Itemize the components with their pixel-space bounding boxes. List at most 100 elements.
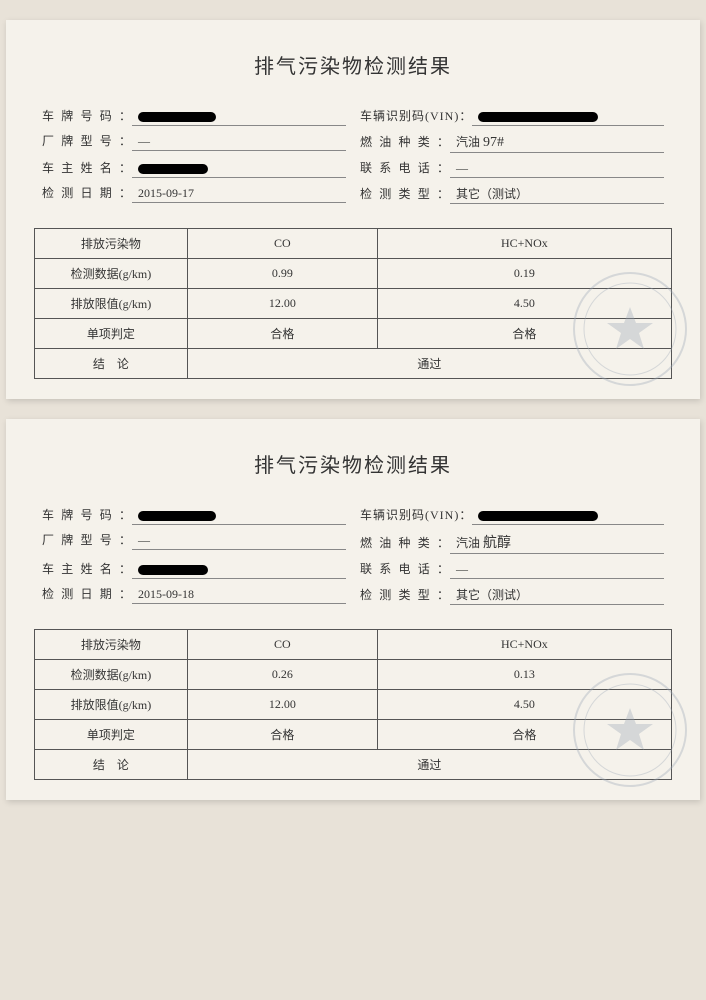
header-co: CO xyxy=(187,630,377,660)
table-header-row: 排放污染物 CO HC+NOx xyxy=(35,229,672,259)
field-phone: 联系电话 — xyxy=(360,159,664,178)
redacted-bar xyxy=(138,511,216,521)
limit-label: 排放限值(g/km) xyxy=(35,690,188,720)
date-label: 检测日期 xyxy=(42,585,132,602)
vin-value xyxy=(472,108,664,126)
phone-label: 联系电话 xyxy=(360,560,450,577)
table-row: 单项判定 合格 合格 xyxy=(35,319,672,349)
redacted-bar xyxy=(478,112,598,122)
header-pollutant: 排放污染物 xyxy=(35,630,188,660)
limit-hcnox: 4.50 xyxy=(377,289,671,319)
field-date: 检测日期 2015-09-17 xyxy=(42,184,346,204)
info-grid: 车牌号码 车辆识别码(VIN) 厂牌型号 — 燃油种类 汽油 航醇 车主姓名 联… xyxy=(34,506,672,605)
single-hcnox: 合格 xyxy=(377,319,671,349)
single-label: 单项判定 xyxy=(35,319,188,349)
conclusion-label: 结 论 xyxy=(35,349,188,379)
table-row: 检测数据(g/km) 0.99 0.19 xyxy=(35,259,672,289)
report-page-2: 排气污染物检测结果 车牌号码 车辆识别码(VIN) 厂牌型号 — 燃油种类 汽油… xyxy=(6,419,700,800)
data-co: 0.26 xyxy=(187,660,377,690)
conclusion-label: 结 论 xyxy=(35,750,188,780)
field-vin: 车辆识别码(VIN) xyxy=(360,107,664,126)
table-row: 单项判定 合格 合格 xyxy=(35,720,672,750)
limit-co: 12.00 xyxy=(187,690,377,720)
field-phone: 联系电话 — xyxy=(360,560,664,579)
owner-label: 车主姓名 xyxy=(42,159,132,176)
owner-value xyxy=(132,561,346,579)
header-co: CO xyxy=(187,229,377,259)
field-plate: 车牌号码 xyxy=(42,107,346,126)
field-vin: 车辆识别码(VIN) xyxy=(360,506,664,525)
redacted-bar xyxy=(478,511,598,521)
info-grid: 车牌号码 车辆识别码(VIN) 厂牌型号 — 燃油种类 汽油 97# 车主姓名 … xyxy=(34,107,672,204)
field-type: 检测类型 其它（测试） xyxy=(360,585,664,605)
single-label: 单项判定 xyxy=(35,720,188,750)
single-hcnox: 合格 xyxy=(377,720,671,750)
date-value: 2015-09-17 xyxy=(132,185,346,203)
limit-co: 12.00 xyxy=(187,289,377,319)
brand-label: 厂牌型号 xyxy=(42,531,132,548)
table-row: 结 论 通过 xyxy=(35,750,672,780)
header-pollutant: 排放污染物 xyxy=(35,229,188,259)
plate-label: 车牌号码 xyxy=(42,506,132,523)
table-row: 结 论 通过 xyxy=(35,349,672,379)
plate-label: 车牌号码 xyxy=(42,107,132,124)
table-header-row: 排放污染物 CO HC+NOx xyxy=(35,630,672,660)
data-label: 检测数据(g/km) xyxy=(35,259,188,289)
report-title: 排气污染物检测结果 xyxy=(34,449,672,478)
redacted-bar xyxy=(138,112,216,122)
phone-value: — xyxy=(450,561,664,579)
phone-value: — xyxy=(450,160,664,178)
date-label: 检测日期 xyxy=(42,184,132,201)
owner-value xyxy=(132,160,346,178)
brand-label: 厂牌型号 xyxy=(42,132,132,149)
type-label: 检测类型 xyxy=(360,586,450,603)
type-value: 其它（测试） xyxy=(450,585,664,605)
fuel-value: 汽油 97# xyxy=(450,132,664,153)
date-value: 2015-09-18 xyxy=(132,586,346,604)
field-owner: 车主姓名 xyxy=(42,560,346,579)
type-value: 其它（测试） xyxy=(450,184,664,204)
limit-hcnox: 4.50 xyxy=(377,690,671,720)
field-fuel: 燃油种类 汽油 97# xyxy=(360,132,664,153)
fuel-handwritten: 航醇 xyxy=(483,536,511,551)
table-row: 排放限值(g/km) 12.00 4.50 xyxy=(35,690,672,720)
field-date: 检测日期 2015-09-18 xyxy=(42,585,346,605)
data-label: 检测数据(g/km) xyxy=(35,660,188,690)
fuel-prefix: 汽油 xyxy=(456,135,480,149)
brand-value: — xyxy=(132,133,346,151)
results-table: 排放污染物 CO HC+NOx 检测数据(g/km) 0.26 0.13 排放限… xyxy=(34,629,672,780)
fuel-label: 燃油种类 xyxy=(360,133,450,150)
conclusion-value: 通过 xyxy=(187,750,671,780)
conclusion-value: 通过 xyxy=(187,349,671,379)
report-page-1: 排气污染物检测结果 车牌号码 车辆识别码(VIN) 厂牌型号 — 燃油种类 汽油… xyxy=(6,20,700,399)
limit-label: 排放限值(g/km) xyxy=(35,289,188,319)
plate-value xyxy=(132,108,346,126)
field-type: 检测类型 其它（测试） xyxy=(360,184,664,204)
report-title: 排气污染物检测结果 xyxy=(34,50,672,79)
vin-value xyxy=(472,507,664,525)
type-label: 检测类型 xyxy=(360,185,450,202)
owner-label: 车主姓名 xyxy=(42,560,132,577)
redacted-bar xyxy=(138,565,208,575)
plate-value xyxy=(132,507,346,525)
brand-value: — xyxy=(132,532,346,550)
results-table: 排放污染物 CO HC+NOx 检测数据(g/km) 0.99 0.19 排放限… xyxy=(34,228,672,379)
vin-label: 车辆识别码(VIN) xyxy=(360,107,472,124)
single-co: 合格 xyxy=(187,319,377,349)
field-brand: 厂牌型号 — xyxy=(42,531,346,554)
redacted-bar xyxy=(138,164,208,174)
field-fuel: 燃油种类 汽油 航醇 xyxy=(360,531,664,554)
phone-label: 联系电话 xyxy=(360,159,450,176)
field-plate: 车牌号码 xyxy=(42,506,346,525)
table-row: 检测数据(g/km) 0.26 0.13 xyxy=(35,660,672,690)
table-row: 排放限值(g/km) 12.00 4.50 xyxy=(35,289,672,319)
fuel-label: 燃油种类 xyxy=(360,534,450,551)
data-co: 0.99 xyxy=(187,259,377,289)
single-co: 合格 xyxy=(187,720,377,750)
fuel-prefix: 汽油 xyxy=(456,536,480,550)
header-hcnox: HC+NOx xyxy=(377,630,671,660)
vin-label: 车辆识别码(VIN) xyxy=(360,506,472,523)
fuel-handwritten: 97# xyxy=(483,135,504,150)
field-owner: 车主姓名 xyxy=(42,159,346,178)
data-hcnox: 0.19 xyxy=(377,259,671,289)
